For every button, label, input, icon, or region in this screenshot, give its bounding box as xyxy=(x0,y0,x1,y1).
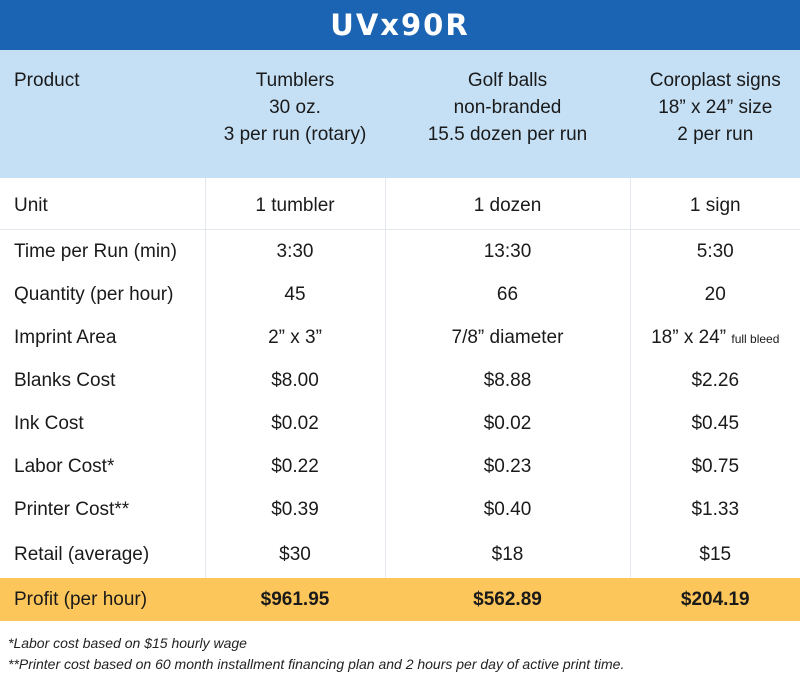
row-label: Blanks Cost xyxy=(0,359,205,402)
table-cell: $2.26 xyxy=(629,359,800,402)
table-cell: $0.40 xyxy=(384,488,630,531)
profit-cell: $204.19 xyxy=(629,578,800,621)
table-cell: $0.02 xyxy=(204,402,385,445)
table-row: Quantity (per hour) 45 66 20 xyxy=(0,273,800,316)
table-cell: 18” x 24” full bleed xyxy=(629,316,800,359)
table-cell: 5:30 xyxy=(629,229,800,273)
row-label: Profit (per hour) xyxy=(0,578,205,621)
profit-cell: $961.95 xyxy=(204,578,385,621)
table-row: Time per Run (min) 3:30 13:30 5:30 xyxy=(0,229,800,273)
footnote-labor: *Labor cost based on $15 hourly wage xyxy=(8,635,247,651)
header-cell-product: Product xyxy=(0,50,205,178)
footnote-printer: **Printer cost based on 60 month install… xyxy=(8,656,625,672)
table-row: Blanks Cost $8.00 $8.88 $2.26 xyxy=(0,359,800,402)
table-row: Printer Cost** $0.39 $0.40 $1.33 xyxy=(0,488,800,531)
table-cell: $0.23 xyxy=(384,445,630,488)
table-cell: 20 xyxy=(629,273,800,316)
table-cell: 1 tumbler xyxy=(204,178,385,230)
table-cell: 2” x 3” xyxy=(204,316,385,359)
title-banner: UVx90R xyxy=(0,0,800,50)
table-cell: 13:30 xyxy=(384,229,630,273)
table-cell: $0.39 xyxy=(204,488,385,531)
profit-row: Profit (per hour) $961.95 $562.89 $204.1… xyxy=(0,578,800,621)
header-cell-coroplast-signs: Coroplast signs 18” x 24” size 2 per run xyxy=(629,50,800,178)
row-label: Retail (average) xyxy=(0,531,205,578)
table-cell: $1.33 xyxy=(629,488,800,531)
table-cell: $8.00 xyxy=(204,359,385,402)
row-label: Unit xyxy=(0,178,205,230)
table-cell: 3:30 xyxy=(204,229,385,273)
row-label: Labor Cost* xyxy=(0,445,205,488)
table-row: Unit 1 tumbler 1 dozen 1 sign xyxy=(0,178,800,230)
comparison-table: Product Tumblers 30 oz. 3 per run (rotar… xyxy=(0,50,800,621)
table-cell: $0.02 xyxy=(384,402,630,445)
table-header-row: Product Tumblers 30 oz. 3 per run (rotar… xyxy=(0,50,800,178)
table-cell: $0.75 xyxy=(629,445,800,488)
table-cell: $0.22 xyxy=(204,445,385,488)
row-label: Ink Cost xyxy=(0,402,205,445)
table-cell: 7/8” diameter xyxy=(384,316,630,359)
table-cell: $15 xyxy=(629,531,800,578)
table-row: Ink Cost $0.02 $0.02 $0.45 xyxy=(0,402,800,445)
header-cell-golf-balls: Golf balls non-branded 15.5 dozen per ru… xyxy=(384,50,630,178)
row-label: Time per Run (min) xyxy=(0,229,205,273)
table-cell: 1 sign xyxy=(629,178,800,230)
table-cell: 66 xyxy=(384,273,630,316)
full-bleed-note: full bleed xyxy=(731,331,780,346)
table-cell: 45 xyxy=(204,273,385,316)
table-cell: $30 xyxy=(204,531,385,578)
table-cell: 1 dozen xyxy=(384,178,630,230)
table-row: Labor Cost* $0.22 $0.23 $0.75 xyxy=(0,445,800,488)
table-row: Imprint Area 2” x 3” 7/8” diameter 18” x… xyxy=(0,316,800,359)
page-title: UVx90R xyxy=(330,8,470,42)
table-cell: $8.88 xyxy=(384,359,630,402)
table-cell: $18 xyxy=(384,531,630,578)
row-label: Quantity (per hour) xyxy=(0,273,205,316)
table-cell: $0.45 xyxy=(629,402,800,445)
table-row: Retail (average) $30 $18 $15 xyxy=(0,531,800,578)
row-label: Printer Cost** xyxy=(0,488,205,531)
row-label: Imprint Area xyxy=(0,316,205,359)
profit-cell: $562.89 xyxy=(384,578,630,621)
footnotes: *Labor cost based on $15 hourly wage **P… xyxy=(0,621,800,675)
header-cell-tumblers: Tumblers 30 oz. 3 per run (rotary) xyxy=(204,50,385,178)
